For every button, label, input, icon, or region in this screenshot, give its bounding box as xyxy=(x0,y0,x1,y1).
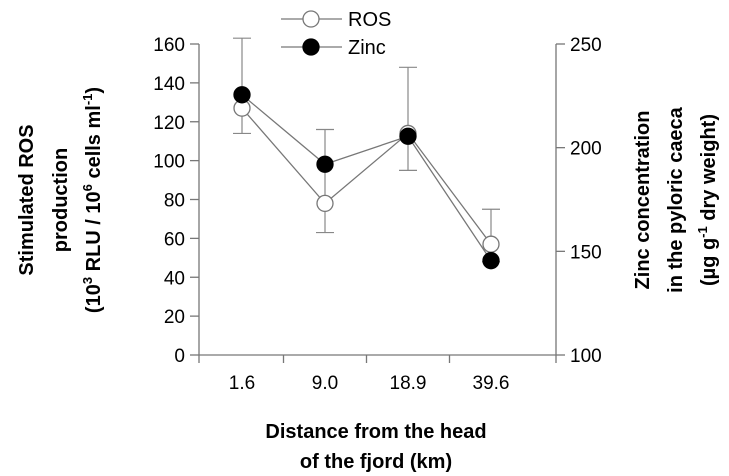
x-tick-label: 18.9 xyxy=(390,373,427,394)
x-tick-label: 39.6 xyxy=(473,373,510,394)
marker-zinc xyxy=(233,86,251,104)
legend: ROS Zinc xyxy=(281,9,391,59)
legend-label-ros: ROS xyxy=(348,9,391,31)
left-tick-label: 0 xyxy=(174,346,185,367)
right-y-axis-title: in the pyloric caeca xyxy=(665,106,687,293)
marker-zinc xyxy=(482,252,500,270)
right-y-axis-title: (µg g-1 dry weight) xyxy=(695,114,720,286)
right-tick-label: 100 xyxy=(570,346,602,367)
marker-zinc xyxy=(316,155,334,173)
x-axis-title: of the fjord (km) xyxy=(300,451,452,473)
legend-marker-zinc xyxy=(302,38,320,56)
left-tick-label: 60 xyxy=(164,229,185,250)
series-lines xyxy=(241,94,492,262)
left-tick-label: 20 xyxy=(164,307,185,328)
right-tick-label: 200 xyxy=(570,139,602,160)
axes xyxy=(198,44,557,356)
left-tick-label: 160 xyxy=(153,35,185,56)
right-tick-label: 250 xyxy=(570,35,602,56)
left-tick-label: 120 xyxy=(153,113,185,134)
legend-label-zinc: Zinc xyxy=(348,37,386,59)
series-line-zinc xyxy=(241,94,492,262)
x-ticks: 1.6 9.0 18.9 39.6 xyxy=(198,355,557,394)
x-axis-title: Distance from the head xyxy=(265,421,486,443)
marker-ros xyxy=(482,235,500,253)
right-tick-label: 150 xyxy=(570,242,602,263)
left-y-axis-title: Stimulated ROS xyxy=(16,124,38,275)
legend-marker-ros xyxy=(302,10,320,28)
markers xyxy=(233,86,500,270)
axis-titles: Distance from the head of the fjord (km) S… xyxy=(16,87,720,473)
left-y-ticks: 0 20 40 60 80 100 120 140 160 xyxy=(153,35,199,367)
left-tick-label: 80 xyxy=(164,191,185,212)
left-tick-label: 140 xyxy=(153,74,185,95)
right-y-axis-title: Zinc concentration xyxy=(632,111,654,290)
x-tick-label: 1.6 xyxy=(229,373,255,394)
series-line-ros xyxy=(241,107,492,245)
left-y-axis-title: (103 RLU / 106 cells ml-1) xyxy=(80,87,105,313)
x-tick-label: 9.0 xyxy=(312,373,338,394)
error-bars xyxy=(233,37,500,263)
left-tick-label: 40 xyxy=(164,268,185,289)
marker-ros xyxy=(316,194,334,213)
right-y-ticks: 100 150 200 250 xyxy=(556,35,602,367)
left-tick-label: 100 xyxy=(153,152,185,173)
marker-zinc xyxy=(399,127,417,145)
left-y-axis-title: production xyxy=(50,148,72,252)
